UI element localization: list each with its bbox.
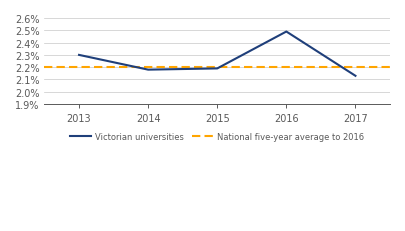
Legend: Victorian universities, National five-year average to 2016: Victorian universities, National five-ye… bbox=[67, 129, 368, 145]
